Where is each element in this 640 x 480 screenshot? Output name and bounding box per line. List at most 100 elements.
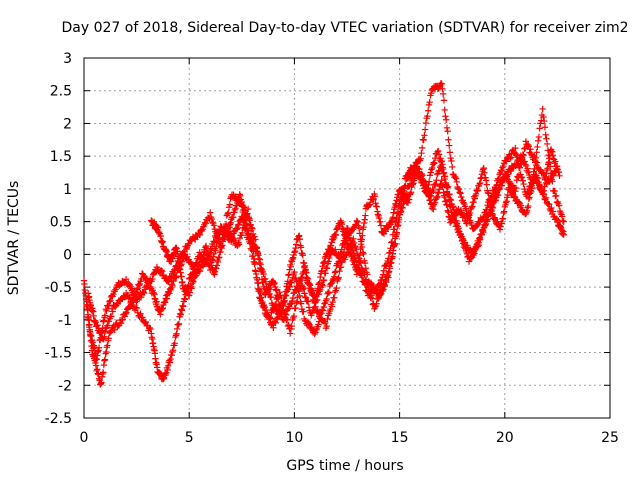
data-point xyxy=(445,196,453,204)
data-point xyxy=(389,231,397,238)
data-point xyxy=(322,319,329,327)
data-point xyxy=(433,194,441,202)
data-point xyxy=(353,217,360,225)
data-point xyxy=(332,231,339,238)
data-point xyxy=(417,155,424,162)
data-point xyxy=(543,140,551,148)
data-point xyxy=(323,265,331,272)
data-point xyxy=(141,273,149,281)
data-point xyxy=(440,169,448,176)
data-point xyxy=(198,226,205,234)
data-point xyxy=(359,249,366,256)
data-point xyxy=(460,199,467,206)
data-point xyxy=(315,321,322,328)
data-point xyxy=(468,203,475,211)
data-point xyxy=(214,235,221,242)
x-tick-label: 10 xyxy=(285,430,303,446)
data-point xyxy=(331,294,338,301)
data-point xyxy=(176,259,183,267)
data-point xyxy=(149,275,156,283)
data-point xyxy=(136,280,144,288)
data-point xyxy=(409,181,417,188)
data-point xyxy=(373,287,381,294)
data-point xyxy=(358,236,365,243)
data-point xyxy=(418,144,426,152)
data-point xyxy=(95,325,102,332)
data-point xyxy=(278,310,285,317)
data-point xyxy=(532,173,539,181)
data-point xyxy=(440,97,448,104)
data-point xyxy=(329,298,336,306)
data-point xyxy=(379,271,387,278)
x-tick-label: 15 xyxy=(391,430,409,446)
x-tick-label: 5 xyxy=(185,430,194,446)
data-point xyxy=(241,216,248,224)
data-point xyxy=(361,216,368,223)
data-point xyxy=(158,267,165,274)
data-point xyxy=(258,276,266,283)
data-point xyxy=(329,236,337,243)
data-point xyxy=(430,159,437,166)
data-point xyxy=(103,348,110,356)
data-point xyxy=(354,267,362,274)
data-point xyxy=(329,276,336,284)
data-point xyxy=(210,222,218,229)
data-point xyxy=(512,144,519,152)
data-point xyxy=(101,357,108,364)
data-point xyxy=(387,259,395,267)
data-point xyxy=(81,280,88,288)
data-point xyxy=(428,205,436,212)
data-point xyxy=(511,193,518,200)
data-point xyxy=(282,292,289,299)
data-point xyxy=(412,159,419,167)
data-point xyxy=(170,277,177,285)
data-point xyxy=(321,300,328,307)
data-point xyxy=(362,212,369,219)
data-point xyxy=(327,242,335,249)
data-point xyxy=(97,329,105,337)
data-point xyxy=(446,149,454,156)
data-point xyxy=(271,304,278,312)
data-point xyxy=(358,274,366,281)
data-point xyxy=(481,169,488,176)
data-point xyxy=(257,289,264,297)
data-point xyxy=(295,233,302,240)
data-point xyxy=(542,173,549,180)
data-point xyxy=(300,259,308,267)
data-point xyxy=(458,193,465,201)
data-point xyxy=(555,168,563,176)
data-point xyxy=(265,285,273,293)
data-point xyxy=(106,329,114,336)
data-point xyxy=(111,326,118,333)
data-point xyxy=(413,164,420,172)
data-point xyxy=(341,256,349,263)
data-point xyxy=(240,206,247,214)
data-point xyxy=(290,251,297,259)
data-point xyxy=(500,208,508,215)
data-point xyxy=(413,160,421,167)
data-point xyxy=(200,252,207,259)
data-point xyxy=(315,318,323,325)
data-point xyxy=(176,310,184,317)
data-point xyxy=(494,218,501,225)
data-point xyxy=(248,246,255,254)
data-point xyxy=(289,255,296,263)
data-point xyxy=(485,190,492,197)
data-point xyxy=(308,323,315,331)
data-point xyxy=(516,164,524,171)
data-point xyxy=(541,176,549,184)
data-point xyxy=(272,319,279,327)
data-point xyxy=(544,165,551,172)
data-point xyxy=(447,154,454,162)
data-point xyxy=(360,219,368,227)
data-point xyxy=(435,151,443,158)
data-point xyxy=(299,286,307,293)
data-point xyxy=(244,210,251,217)
data-point xyxy=(189,277,197,285)
data-point xyxy=(171,340,178,347)
data-point xyxy=(305,298,312,305)
data-point xyxy=(522,210,530,218)
data-point xyxy=(394,210,401,217)
data-point xyxy=(439,165,447,173)
data-point xyxy=(98,373,106,380)
